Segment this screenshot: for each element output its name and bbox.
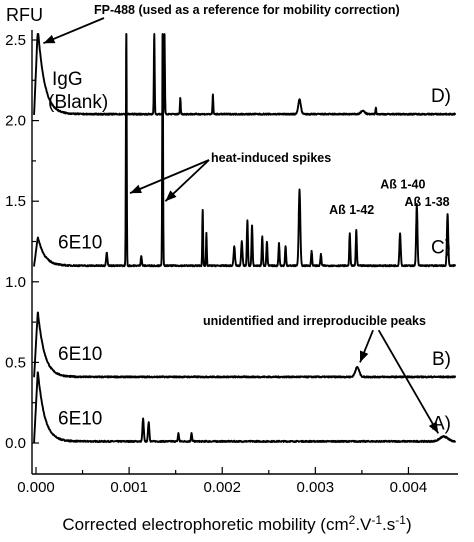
annotation-arrowhead: [130, 184, 142, 194]
trace-line: [33, 33, 456, 116]
x-tick-label: 0.002: [203, 479, 241, 496]
x-axis-title-sup-s: -1: [395, 513, 406, 527]
x-axis-title-prefix: Corrected electrophoretic mobility (cm: [62, 515, 348, 534]
annotation-text: FP-488 (used as a reference for mobility…: [94, 3, 400, 17]
sample-label: 6E10: [58, 408, 102, 429]
peak-label: Aß 1-38: [404, 195, 449, 209]
annotation-text: unidentified and irreproducible peaks: [203, 314, 426, 328]
x-tick-label: 0.000: [17, 479, 55, 496]
traces: [33, 33, 456, 443]
peak-label: Aß 1-40: [380, 177, 425, 191]
x-axis-title: Corrected electrophoretic mobility (cm2.…: [62, 513, 411, 534]
x-tick-label: 0.001: [110, 479, 148, 496]
x-axis-title-mid-v: .V: [355, 515, 372, 534]
sample-label: 6E10: [58, 344, 102, 365]
sample-label: IgG: [52, 69, 83, 90]
y-tick-label: 2.5: [5, 32, 26, 49]
sample-label-line2: (Blank): [48, 92, 108, 113]
axes: [31, 30, 458, 475]
trace-line: [33, 33, 456, 268]
trace-line: [33, 371, 456, 443]
annotation-arrow: [377, 329, 440, 434]
annotation-arrow: [129, 159, 210, 194]
y-tick-label: 1.0: [5, 274, 26, 291]
y-tick-label: 0.0: [5, 435, 26, 452]
y-axis-unit-label: RFU: [6, 5, 43, 25]
series-tag: C): [431, 238, 451, 259]
sample-label: 6E10: [58, 233, 102, 254]
annotation-arrowhead: [359, 350, 369, 363]
series-tag: D): [431, 86, 451, 107]
annotation-arrowhead: [428, 421, 439, 434]
x-axis-title-sup-v: -1: [371, 513, 382, 527]
x-ticks: 0.000 0.001 0.002 0.003 0.004: [17, 467, 427, 496]
y-ticks: 0.0 0.5 1.0 1.5 2.0 2.5: [5, 32, 39, 452]
annotation-arrowhead: [43, 34, 56, 44]
x-tick-label: 0.003: [297, 479, 335, 496]
annotations: FP-488 (used as a reference for mobility…: [43, 3, 440, 434]
x-axis-title-mid-s: .s: [382, 515, 395, 534]
series-tag: B): [432, 349, 451, 370]
y-tick-label: 0.5: [5, 354, 26, 371]
y-tick-label: 2.0: [5, 113, 26, 130]
annotation-arrowhead: [165, 190, 177, 202]
y-tick-label: 1.5: [5, 193, 26, 210]
trace-line: [33, 311, 456, 379]
peak-label: Aß 1-42: [329, 203, 374, 217]
x-tick-label: 0.004: [390, 479, 428, 496]
annotation-text: heat-induced spikes: [211, 151, 331, 165]
x-axis-title-sup-2: 2: [349, 513, 356, 527]
x-axis-title-suffix: ): [406, 515, 412, 534]
